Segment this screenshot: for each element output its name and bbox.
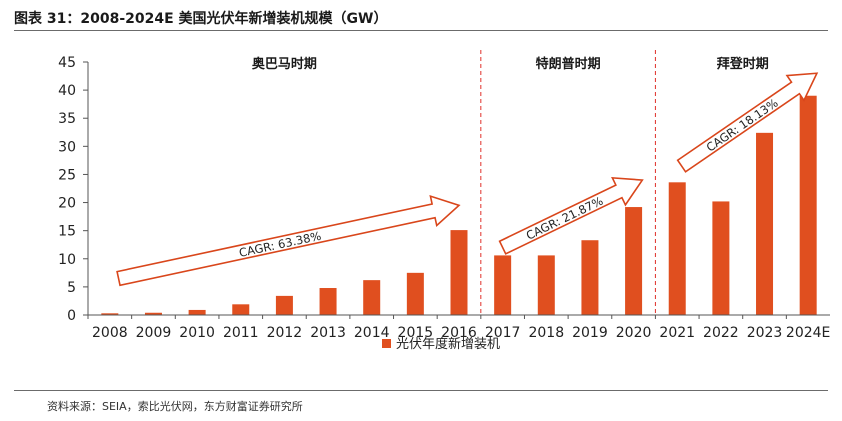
y-tick-label: 0 xyxy=(67,308,76,324)
x-tick-label: 2015 xyxy=(398,325,434,341)
bar-2014 xyxy=(363,280,381,315)
bar-2009 xyxy=(144,312,162,315)
bar-2015 xyxy=(406,272,424,315)
bars xyxy=(101,95,817,315)
x-tick-label: 2016 xyxy=(441,325,477,341)
x-tick-label: 2013 xyxy=(310,325,346,341)
bar-2024E xyxy=(799,95,817,315)
cagr-label: CAGR: 63.38% xyxy=(238,229,323,260)
bar-2016 xyxy=(450,230,468,315)
chart: 奥巴马时期 特朗普时期 拜登时期 CAGR: 63.38%CAGR: 21.87%C… xyxy=(58,50,830,352)
period-dividers: 奥巴马时期 特朗普时期 拜登时期 xyxy=(252,50,769,315)
x-tick-label: 2020 xyxy=(616,325,652,341)
y-tick-label: 10 xyxy=(58,252,76,268)
source-note: 资料来源：SEIA，索比光伏网，东方财富证券研究所 xyxy=(47,400,303,413)
title-rule xyxy=(14,30,828,31)
y-tick-label: 30 xyxy=(58,139,76,155)
x-tick-label: 2022 xyxy=(703,325,739,341)
cagr-arrow-shape xyxy=(676,72,819,173)
x-tick-label: 2024E xyxy=(786,325,830,341)
x-tick-label: 2009 xyxy=(136,325,172,341)
source-rule xyxy=(14,390,828,391)
cagr-label: CAGR: 21.87% xyxy=(524,194,605,243)
period-label: 特朗普时期 xyxy=(536,56,601,72)
x-tick-label: 2011 xyxy=(223,325,259,341)
y-tick-label: 45 xyxy=(58,55,76,71)
bar-2010 xyxy=(188,309,206,315)
legend: 光伏年度新增装机 xyxy=(382,336,500,352)
legend-label: 光伏年度新增装机 xyxy=(396,336,500,352)
x-tick-label: 2010 xyxy=(179,325,215,341)
y-tick-label: 15 xyxy=(58,224,76,240)
x-tick-label: 2023 xyxy=(747,325,783,341)
y-tick-label: 40 xyxy=(58,83,76,99)
y-tick-label: 25 xyxy=(58,167,76,183)
bar-2018 xyxy=(537,255,555,315)
bar-2012 xyxy=(275,295,293,315)
bar-2013 xyxy=(319,288,337,315)
period-label: 奥巴马时期 xyxy=(252,56,317,72)
x-tick-label: 2012 xyxy=(267,325,303,341)
axes: 0 5 10 15 20 25 30 35 40 45 2008 2009 2010 2011 2012 20… xyxy=(58,55,830,341)
legend-swatch xyxy=(382,339,391,348)
bar-2008 xyxy=(101,313,119,315)
bar-2022 xyxy=(712,201,730,315)
y-tick-label: 35 xyxy=(58,111,76,127)
bar-2020 xyxy=(625,207,643,315)
cagr-arrow-shape xyxy=(116,194,461,287)
x-tick-label: 2019 xyxy=(572,325,608,341)
bar-2023 xyxy=(756,132,774,315)
cagr-arrow-shape xyxy=(498,176,644,255)
bar-2011 xyxy=(232,304,250,315)
x-tick-label: 2017 xyxy=(485,325,521,341)
y-tick-label: 20 xyxy=(58,196,76,212)
x-tick-label: 2018 xyxy=(528,325,564,341)
y-tick-label: 5 xyxy=(67,280,76,296)
x-tick-label: 2021 xyxy=(659,325,695,341)
bar-2017 xyxy=(494,255,512,315)
x-tick-label: 2008 xyxy=(92,325,128,341)
bar-2021 xyxy=(668,182,686,315)
bar-2019 xyxy=(581,240,599,315)
x-tick-label: 2014 xyxy=(354,325,390,341)
period-label: 拜登时期 xyxy=(717,56,769,72)
figure-title: 图表 31：2008-2024E 美国光伏年新增装机规模（GW） xyxy=(14,11,388,27)
